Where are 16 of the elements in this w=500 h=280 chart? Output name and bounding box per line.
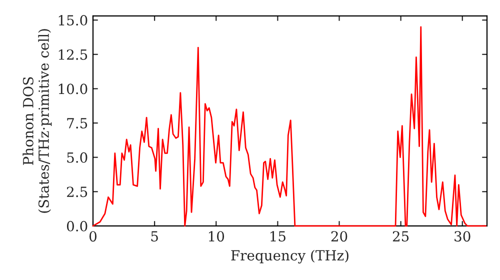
y-tick-label: 7.5 — [67, 118, 88, 128]
y-tick-label: 0.0 — [66, 220, 88, 232]
x-tick-label: 30 — [454, 231, 470, 242]
y-axis-title: Phonon DOS (States/THz·primitive cell) — [22, 29, 52, 213]
y-tick-label: 2.5 — [66, 186, 88, 198]
y-tick-label: 5.0 — [67, 152, 88, 163]
x-tick-label: 20 — [331, 231, 348, 242]
x-tick-label: 10 — [208, 231, 224, 242]
x-tick-label: 0 — [89, 231, 96, 242]
y-tick-label: 12.5 — [58, 49, 88, 60]
x-tick-label: 25 — [392, 231, 409, 242]
y-tick-label: 10.0 — [58, 84, 88, 94]
x-tick-label: 5 — [151, 231, 158, 242]
x-tick-label: 15 — [270, 231, 286, 242]
y-tick-label: 15.0 — [58, 15, 88, 26]
x-axis-title: Frequency (THz) — [231, 250, 348, 264]
